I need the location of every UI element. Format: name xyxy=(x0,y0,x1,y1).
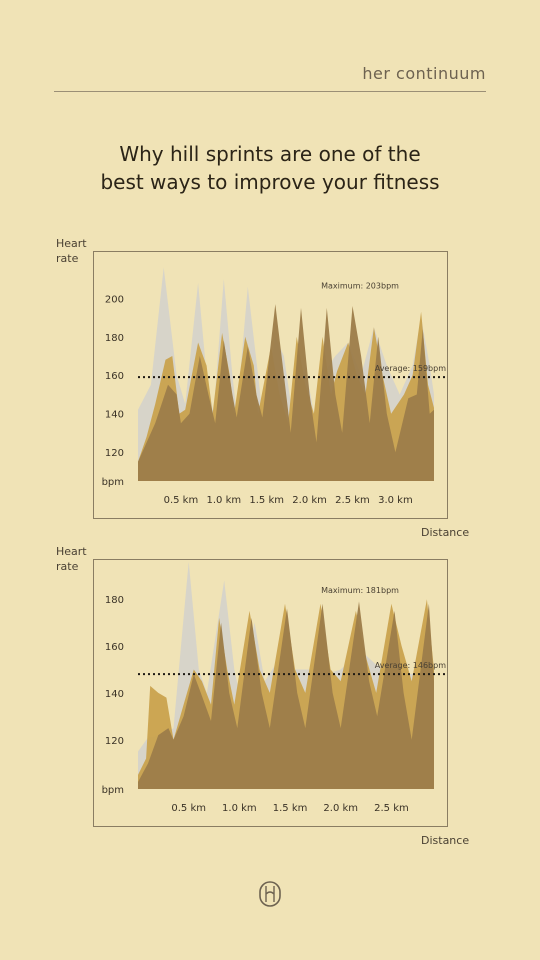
title-line-1: Why hill sprints are one of the xyxy=(40,140,500,168)
x-tick-label: 0.5 km xyxy=(164,495,199,506)
chart-2-ylabel: Heart rate xyxy=(56,544,87,574)
x-tick-label: 1.0 km xyxy=(206,495,241,506)
y-tick-label: 180 xyxy=(105,595,124,606)
y-unit-label: bpm xyxy=(102,477,124,488)
chart-2: 120 140 160 180 bpm 0.5 km 1.0 km 1.5 km 2.0 km 2… xyxy=(93,559,448,827)
x-tick-label: 0.5 km xyxy=(171,803,206,814)
x-tick-label: 2.5 km xyxy=(335,495,370,506)
y-tick-label: 160 xyxy=(105,371,124,382)
average-label: Average: 159bpm xyxy=(375,364,447,373)
ylabel-line: rate xyxy=(56,559,87,574)
y-unit-label: bpm xyxy=(102,785,124,796)
page-title: Why hill sprints are one of the best way… xyxy=(40,140,500,196)
x-tick-label: 2.0 km xyxy=(292,495,327,506)
y-tick-label: 200 xyxy=(105,294,124,305)
hc-monogram-icon xyxy=(258,880,282,908)
y-tick-label: 120 xyxy=(105,736,124,747)
average-label: Average: 146bpm xyxy=(375,661,447,670)
y-tick-label: 160 xyxy=(105,642,124,653)
y-tick-label: 180 xyxy=(105,333,124,344)
title-line-2: best ways to improve your fitness xyxy=(40,168,500,196)
chart-2-xlabel: Distance xyxy=(421,834,469,847)
x-tick-label: 2.0 km xyxy=(323,803,358,814)
ylabel-line: rate xyxy=(56,251,87,266)
maximum-label: Maximum: 203bpm xyxy=(321,282,399,291)
header-divider xyxy=(54,91,486,92)
chart-1: 120 140 160 180 200 bpm 0.5 km 1.0 km 1.5 km 2.0 … xyxy=(93,251,448,519)
x-tick-label: 1.5 km xyxy=(249,495,284,506)
x-tick-label: 1.0 km xyxy=(222,803,257,814)
x-tick-label: 3.0 km xyxy=(378,495,413,506)
chart-1-ylabel: Heart rate xyxy=(56,236,87,266)
chart-1-xlabel: Distance xyxy=(421,526,469,539)
maximum-label: Maximum: 181bpm xyxy=(321,586,399,595)
ylabel-line: Heart xyxy=(56,544,87,559)
x-tick-label: 2.5 km xyxy=(374,803,409,814)
y-tick-label: 140 xyxy=(105,689,124,700)
x-tick-label: 1.5 km xyxy=(273,803,308,814)
ylabel-line: Heart xyxy=(56,236,87,251)
brand-name: her continuum xyxy=(362,64,486,83)
y-tick-label: 140 xyxy=(105,410,124,421)
y-tick-label: 120 xyxy=(105,448,124,459)
